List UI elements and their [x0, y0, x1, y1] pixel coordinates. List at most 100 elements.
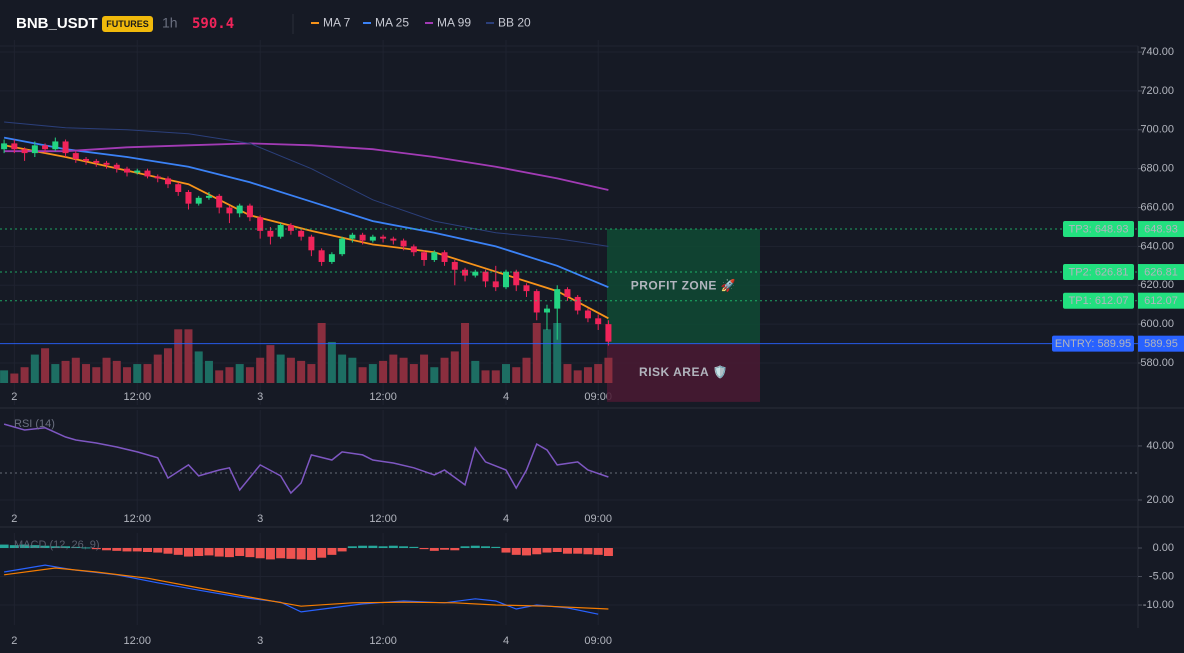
candle-body [257, 217, 264, 231]
x-tick-label: 09:00 [584, 513, 612, 525]
y-tick-label: -5.00 [1149, 570, 1174, 582]
candle-body [421, 252, 428, 261]
volume-bar [61, 360, 70, 383]
histogram-bar [296, 548, 306, 560]
candle-body [246, 205, 253, 218]
x-tick-label: 2 [11, 513, 17, 525]
histogram-bar [573, 548, 583, 554]
x-tick-label: 12:00 [123, 513, 151, 525]
histogram-bar [317, 548, 327, 558]
volume-bar [338, 354, 347, 383]
volume-bar [276, 354, 285, 383]
volume-bar [583, 367, 592, 383]
volume-bar [491, 370, 500, 383]
candle-body [113, 164, 120, 169]
candle-body [52, 141, 59, 150]
volume-bar [184, 329, 193, 383]
histogram-bar [399, 546, 409, 549]
histogram-bar [40, 545, 50, 549]
pane-title: RSI (14) [14, 418, 55, 430]
histogram-bar [521, 548, 531, 556]
histogram-bar [30, 545, 40, 549]
candle-body [400, 240, 407, 247]
volume-bar [102, 357, 111, 383]
x-tick-label: 12:00 [369, 635, 397, 647]
candle-body [298, 230, 305, 237]
legend-label: MA 7 [323, 16, 351, 30]
histogram-bar [81, 547, 91, 549]
level-tag: TP3: 648.93 [1069, 223, 1129, 235]
x-tick-label: 4 [503, 635, 509, 647]
x-tick-label: 2 [11, 391, 17, 403]
level-tag-bg [1063, 221, 1134, 238]
histogram-bar [440, 548, 450, 550]
histogram-bar [593, 548, 603, 555]
candle-body [451, 261, 458, 270]
histogram-bar [450, 548, 460, 551]
level-tag: ENTRY: 589.95 [1055, 338, 1131, 350]
candle-body [1, 143, 8, 150]
histogram-bar [286, 548, 296, 559]
histogram-bar [153, 548, 163, 553]
x-tick-label: 4 [503, 513, 509, 525]
candle-body [124, 168, 131, 173]
symbol: BNB_USDT [16, 15, 98, 32]
y-tick-label: 580.00 [1140, 357, 1174, 369]
volume-bar [594, 364, 603, 383]
histogram-bar [481, 546, 491, 549]
candle-body [31, 145, 38, 154]
level-tag-bg [1063, 264, 1134, 281]
histogram-bar [0, 544, 9, 549]
histogram-bar [142, 548, 152, 552]
volume-bar [440, 357, 449, 383]
candle-body [236, 205, 243, 214]
histogram-bar [132, 548, 142, 552]
volume-bar [327, 341, 336, 383]
histogram-bar [235, 548, 245, 556]
level-value: 589.95 [1144, 338, 1178, 350]
badge-bg [102, 16, 153, 32]
volume-bar [286, 357, 295, 383]
histogram-bar [378, 546, 388, 549]
histogram-bar [71, 546, 81, 549]
volume-bar [512, 367, 521, 383]
volume-bar [92, 367, 101, 383]
volume-bar [174, 329, 183, 383]
x-tick-label: 12:00 [123, 635, 151, 647]
candle-body [492, 281, 499, 288]
histogram-bar [173, 548, 183, 555]
histogram-bar [388, 545, 398, 549]
volume-bar [379, 360, 388, 383]
y-tick-label: 620.00 [1140, 279, 1174, 291]
badge: FUTURES [106, 19, 149, 29]
volume-bar [0, 370, 9, 383]
candle-body [267, 230, 274, 237]
volume-bar [348, 357, 357, 383]
candle-body [93, 160, 100, 163]
histogram-bar [532, 548, 542, 555]
candle-body [62, 141, 69, 154]
candle-body [277, 225, 284, 237]
legend-label: MA 25 [375, 16, 409, 30]
y-tick-label: 640.00 [1140, 240, 1174, 252]
x-tick-label: 3 [257, 635, 263, 647]
volume-bar [256, 357, 265, 383]
current-price: 590.4 [192, 16, 234, 32]
candle-body [103, 162, 110, 165]
y-tick-label: 660.00 [1140, 201, 1174, 213]
volume-bar [266, 345, 275, 383]
volume-bar [71, 357, 80, 383]
histogram-bar [9, 545, 19, 549]
y-tick-label: 0.00 [1153, 542, 1174, 554]
volume-bar [245, 367, 254, 383]
x-tick-label: 12:00 [123, 391, 151, 403]
volume-bar [368, 364, 377, 383]
volume-bar [20, 367, 29, 383]
histogram-bar [163, 548, 173, 554]
volume-bar [51, 364, 60, 383]
volume-bar [194, 351, 203, 383]
candle-body [390, 238, 397, 241]
interval: 1h [162, 15, 178, 31]
candle-body [11, 143, 18, 150]
